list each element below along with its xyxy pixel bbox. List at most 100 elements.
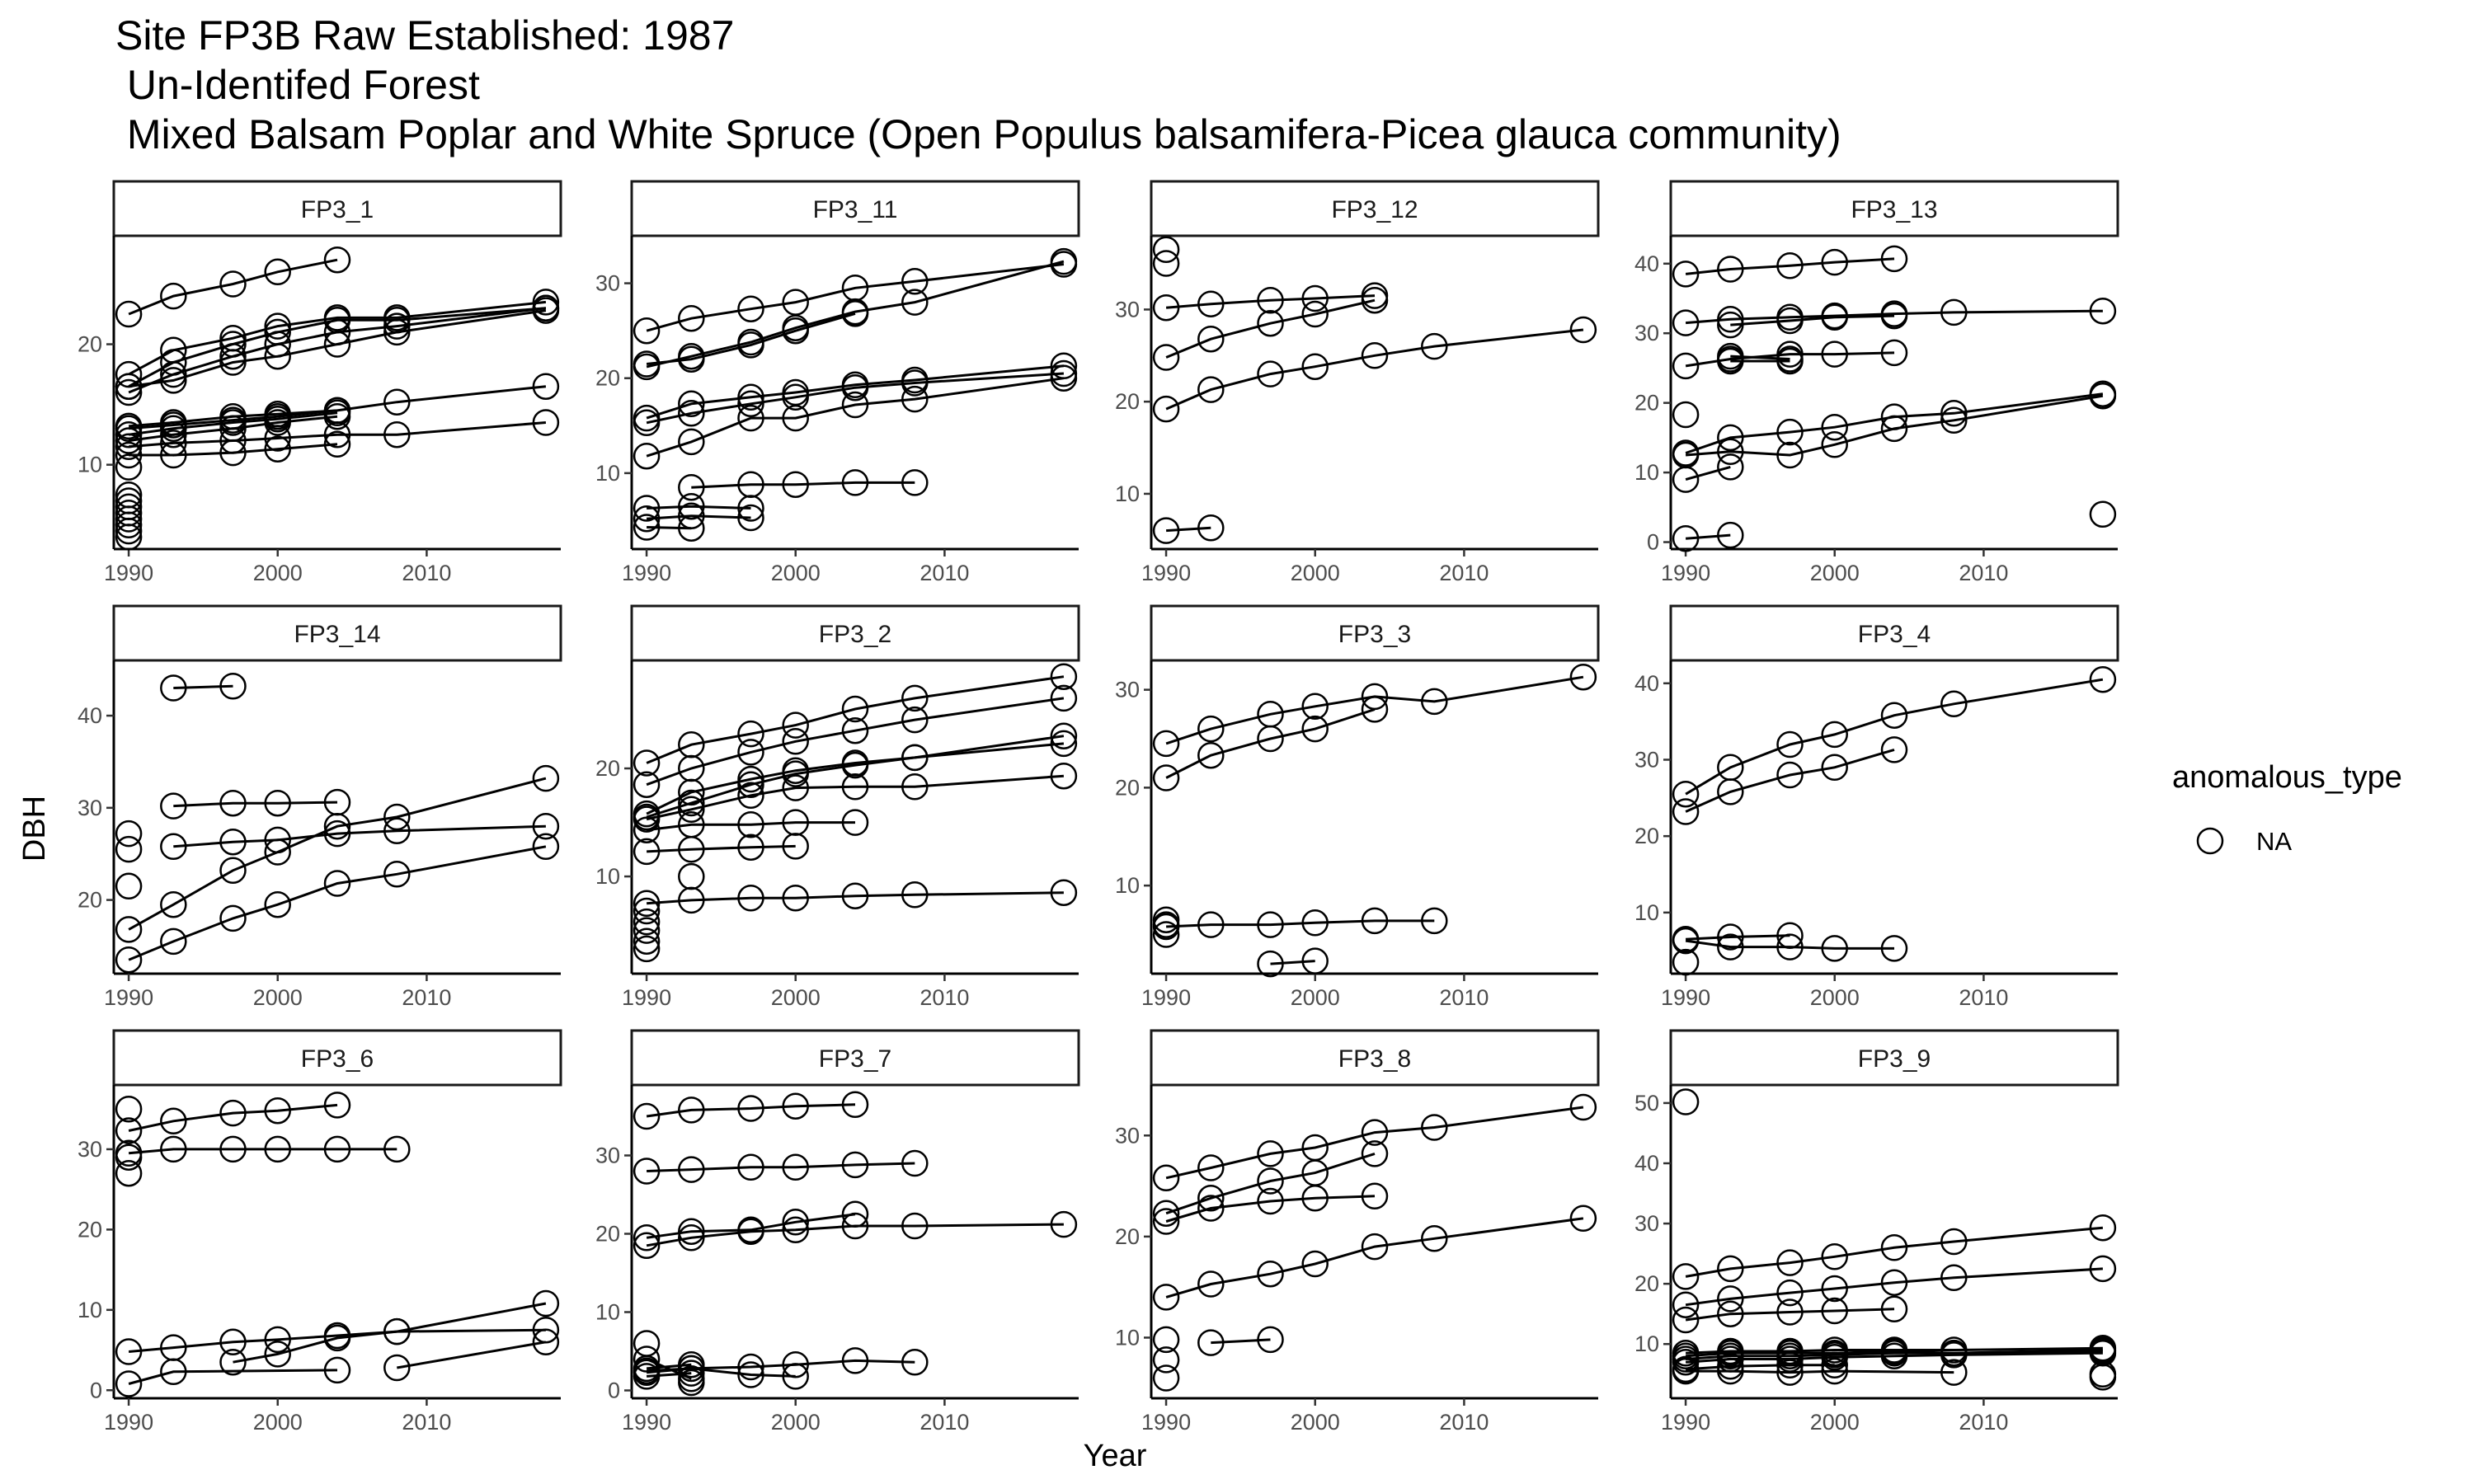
data-point <box>219 270 247 298</box>
tree-line <box>1165 294 1376 309</box>
data-point <box>1257 950 1284 978</box>
x-tick-label: 1990 <box>104 1410 153 1435</box>
data-point <box>1717 1255 1744 1283</box>
data-point <box>1197 911 1225 938</box>
y-tick-label: 40 <box>1634 1151 1659 1176</box>
data-point <box>1821 935 1848 962</box>
panel-FP3_7: FP3_7 0 10 20 30 1990 2000 2010 <box>595 1029 1080 1435</box>
data-point <box>841 695 869 723</box>
x-tick-label: 2010 <box>402 985 451 1010</box>
data-point <box>633 805 661 833</box>
data-point <box>1152 294 1180 322</box>
data-point <box>115 1370 143 1397</box>
strip-box <box>630 1029 1080 1087</box>
data-point <box>1152 1346 1180 1374</box>
data-point <box>633 771 661 798</box>
data-point <box>383 318 411 346</box>
legend-key-circle <box>2196 827 2224 855</box>
data-point <box>1717 306 1744 333</box>
title-line-3: Mixed Balsam Poplar and White Spruce (Op… <box>115 111 1841 157</box>
data-point <box>633 1158 661 1185</box>
tree-line <box>1685 533 1731 540</box>
x-axis-title: Year <box>1084 1439 1147 1473</box>
data-point <box>115 300 143 328</box>
data-point <box>633 890 661 918</box>
strip-label: FP3_14 <box>294 621 380 648</box>
data-point <box>532 1289 560 1317</box>
data-point <box>782 711 809 739</box>
panel-FP3_8: FP3_8 10 20 30 1990 2000 2010 <box>1115 1029 1600 1435</box>
x-tick-label: 2010 <box>1439 1410 1489 1435</box>
data-point <box>1880 339 1908 367</box>
data-point <box>1672 780 1700 808</box>
data-point <box>782 383 809 411</box>
data-point <box>115 517 143 545</box>
data-point <box>383 312 411 340</box>
data-point <box>219 673 247 700</box>
tree-line <box>173 824 546 848</box>
legend-title: anomalous_type <box>2172 760 2402 795</box>
tree-line <box>647 1162 915 1172</box>
data-point <box>678 789 705 817</box>
data-point <box>1421 907 1448 935</box>
tree-line <box>646 697 1065 787</box>
data-point <box>1361 696 1389 723</box>
data-point <box>633 442 661 470</box>
data-point <box>115 524 143 551</box>
data-point <box>1940 1228 1968 1256</box>
data-point <box>737 331 764 359</box>
data-point <box>1197 514 1225 542</box>
data-point <box>1301 1185 1329 1212</box>
y-tick-label: 20 <box>78 332 102 357</box>
data-point <box>115 1144 143 1171</box>
data-point <box>1776 418 1804 446</box>
data-point <box>1301 947 1329 974</box>
data-point <box>1776 307 1804 335</box>
data-point <box>678 1369 705 1397</box>
data-point <box>1569 1205 1597 1233</box>
x-tick-label: 2010 <box>402 561 451 585</box>
data-point <box>219 1348 247 1376</box>
data-point <box>737 1095 764 1122</box>
y-tick-label: 10 <box>78 453 102 477</box>
data-point <box>678 428 705 456</box>
data-point <box>633 816 661 843</box>
data-point <box>1672 1357 1700 1385</box>
data-point <box>115 505 143 533</box>
y-tick-label: 10 <box>1634 460 1659 485</box>
y-tick-label: 20 <box>1115 775 1140 800</box>
y-tick-label: 30 <box>1634 747 1659 772</box>
x-tick-label: 1990 <box>1141 985 1191 1010</box>
data-point <box>633 495 661 522</box>
data-point <box>841 1212 869 1240</box>
x-tick-label: 2000 <box>253 561 303 585</box>
data-point <box>219 828 247 856</box>
panel-FP3_1: FP3_1 10 20 1990 2000 2010 <box>78 180 562 585</box>
data-point <box>1257 1326 1284 1354</box>
y-tick-label: 30 <box>1634 1211 1659 1236</box>
tree-line <box>128 409 338 430</box>
data-point <box>782 471 809 498</box>
data-point <box>1672 525 1700 552</box>
data-point <box>1197 1154 1225 1181</box>
data-point <box>1421 688 1448 716</box>
data-point <box>678 862 705 890</box>
data-point <box>383 388 411 416</box>
x-tick-label: 2010 <box>1439 561 1489 585</box>
x-tick-label: 2000 <box>1810 1410 1860 1435</box>
data-point <box>782 404 809 432</box>
x-tick-label: 1990 <box>1661 985 1710 1010</box>
data-point <box>1821 340 1848 368</box>
tree-line <box>1165 675 1584 745</box>
data-point <box>115 415 143 443</box>
data-point <box>160 792 187 819</box>
y-tick-label: 0 <box>608 1378 620 1403</box>
tree-line <box>1165 298 1376 359</box>
data-point <box>782 728 809 755</box>
tree-line <box>1685 1226 2104 1278</box>
data-point <box>737 1353 764 1381</box>
data-point <box>737 810 764 838</box>
y-tick-label: 20 <box>595 756 620 781</box>
data-point <box>633 317 661 345</box>
x-tick-label: 2010 <box>1959 985 2008 1010</box>
